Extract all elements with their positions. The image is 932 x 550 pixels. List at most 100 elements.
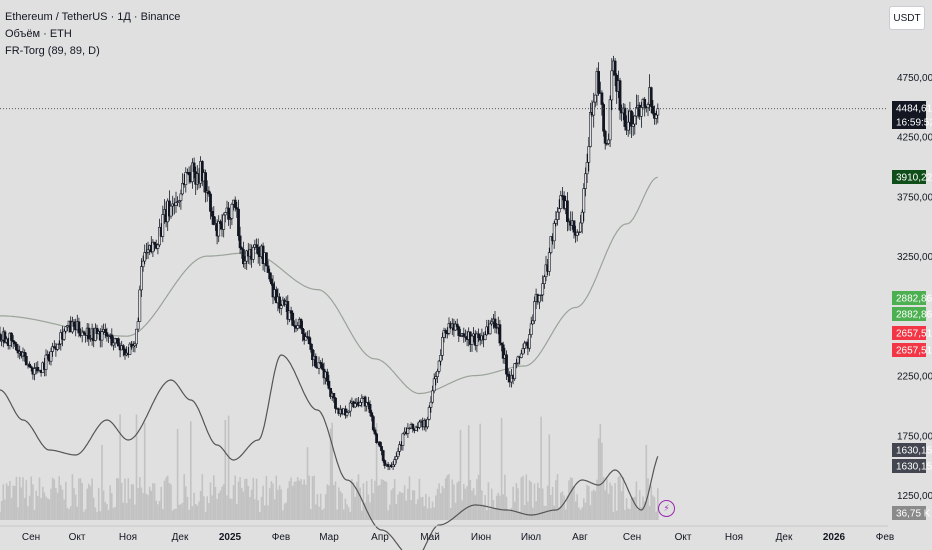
symbol-title[interactable]: Ethereum / TetherUS · 1Д · Binance <box>5 11 181 23</box>
volume-bar <box>111 493 113 520</box>
candle-body <box>269 278 273 285</box>
volume-bar <box>60 485 62 520</box>
volume-bar <box>454 502 457 520</box>
candle-body <box>477 333 481 339</box>
volume-bar <box>310 509 312 520</box>
level-badge-red-b-text: 2657,51 <box>896 346 932 357</box>
currency-button[interactable]: USDT <box>889 6 925 30</box>
volume-bar <box>359 487 361 520</box>
candle-body <box>177 200 181 203</box>
candle-body <box>406 428 410 434</box>
candle-body <box>547 252 551 272</box>
volume-bar <box>528 480 531 520</box>
volume-bar <box>635 481 638 520</box>
candle-body <box>626 121 630 131</box>
volume-bar <box>147 495 149 520</box>
candle-body <box>552 223 556 242</box>
volume-bar <box>84 509 87 520</box>
candle-body <box>439 354 443 362</box>
candle-body <box>123 348 127 356</box>
volume-bar <box>436 488 439 520</box>
candle-body <box>255 244 259 248</box>
volume-bar <box>23 497 26 520</box>
candle-body <box>646 104 650 109</box>
volume-bar <box>601 442 603 520</box>
volume-bar <box>125 503 128 520</box>
candle-body <box>289 310 293 314</box>
candle-body <box>529 323 533 335</box>
lightning-icon[interactable]: ⚡ <box>658 500 675 517</box>
candle-body <box>358 402 362 406</box>
candle-body <box>15 343 18 351</box>
candle-body <box>314 355 318 368</box>
volume-indicator-label[interactable]: Объём · ETH <box>5 28 72 40</box>
volume-bar <box>494 509 496 520</box>
volume-bar <box>546 485 549 520</box>
candle-body <box>414 426 418 431</box>
volume-bar <box>109 485 111 520</box>
volume-bar <box>68 509 70 520</box>
candle-body <box>505 354 508 375</box>
level-badge-green-b-text: 2882,86 <box>896 310 932 321</box>
volume-bar <box>204 511 207 520</box>
volume-bar <box>158 500 161 520</box>
candle-body <box>222 214 226 230</box>
volume-bar <box>563 495 565 520</box>
candle-body <box>654 114 658 119</box>
volume-bar <box>262 485 264 520</box>
volume-bar <box>157 504 159 520</box>
candle-body <box>44 354 48 370</box>
volume-bar <box>398 491 401 520</box>
candle-body <box>523 342 527 349</box>
candle-body <box>227 207 231 220</box>
volume-bar <box>107 510 110 520</box>
candle-body <box>187 172 191 176</box>
volume-bar <box>252 477 255 520</box>
candle-body <box>447 323 451 334</box>
volume-bar <box>226 495 228 520</box>
volume-bar <box>622 477 625 520</box>
candle-body <box>411 424 415 430</box>
volume-bar <box>482 504 485 520</box>
volume-bar <box>66 507 69 520</box>
volume-bar <box>296 477 299 520</box>
volume-bar <box>379 484 381 520</box>
volume-bar <box>89 485 92 520</box>
volume-bar <box>61 489 64 520</box>
time-tick-label: Май <box>420 532 440 543</box>
volume-bar <box>583 498 585 520</box>
candle-body <box>10 332 13 341</box>
volume-bar <box>79 478 82 520</box>
candle-body <box>51 346 55 352</box>
candle-body <box>24 355 28 366</box>
volume-bar <box>614 483 616 520</box>
volume-bar <box>112 507 115 520</box>
candle-body <box>274 289 278 304</box>
candle-body <box>52 346 56 349</box>
candle-body <box>332 392 336 399</box>
volume-bar <box>73 488 75 520</box>
candle-body <box>279 305 283 309</box>
candle-body <box>459 335 462 337</box>
volume-bar <box>502 494 504 520</box>
volume-bar <box>369 502 371 520</box>
volume-bar <box>342 509 345 520</box>
volume-histogram <box>0 414 659 520</box>
volume-bar <box>203 496 205 520</box>
candle-body <box>542 276 546 285</box>
candle-body <box>519 353 523 358</box>
candle-body <box>396 450 400 457</box>
candle-body <box>251 247 255 260</box>
volume-bar <box>476 479 478 520</box>
candle-body <box>393 459 397 466</box>
volume-bar <box>421 496 424 520</box>
volume-bar <box>163 480 166 520</box>
volume-bar <box>224 419 227 520</box>
fr-torg-indicator-label[interactable]: FR-Torg (89, 89, D) <box>5 45 100 57</box>
candle-body <box>240 247 244 250</box>
candle-body <box>554 219 558 224</box>
volume-bar <box>30 476 32 520</box>
volume-bar <box>627 508 629 520</box>
candle-body <box>383 460 387 466</box>
